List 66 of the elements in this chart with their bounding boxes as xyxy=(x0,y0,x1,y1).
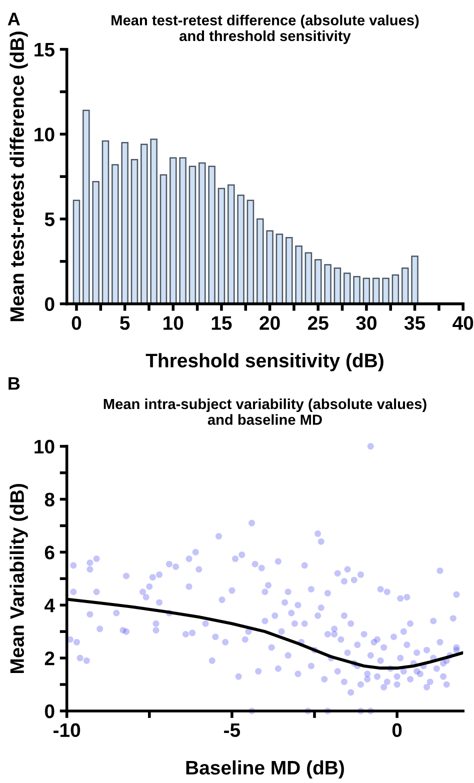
bar xyxy=(198,162,206,304)
bar xyxy=(324,264,332,304)
x-tick-label: 0 xyxy=(72,316,82,330)
bar xyxy=(72,200,80,304)
y-tick-label: 6 xyxy=(44,546,54,560)
bar xyxy=(218,188,226,304)
bar xyxy=(401,268,409,304)
bar xyxy=(92,181,100,304)
bar xyxy=(372,278,380,304)
bar xyxy=(150,138,158,304)
bar xyxy=(382,278,390,304)
bar xyxy=(102,140,110,304)
bar xyxy=(304,252,312,304)
bar xyxy=(82,110,90,304)
x-tick-label: 40 xyxy=(452,316,474,330)
x-tick-label: -5 xyxy=(224,723,240,738)
y-tick-label: 10 xyxy=(34,440,54,454)
x-axis-title: Baseline MD (dB) xyxy=(186,760,344,778)
y-axis-title: Mean test-retest difference (dB) xyxy=(10,32,28,322)
x-axis-title: Threshold sensitivity (dB) xyxy=(146,353,384,372)
bar xyxy=(392,274,400,304)
bar xyxy=(179,157,186,304)
y-tick-label: 8 xyxy=(44,492,54,506)
chart-title: Mean test-retest difference (absolute values) and threshold sensitivity xyxy=(112,14,419,44)
bar xyxy=(256,218,264,304)
bar xyxy=(353,276,360,304)
x-tick-label: 25 xyxy=(308,316,328,330)
bar xyxy=(140,144,148,304)
bar xyxy=(160,174,168,304)
bar xyxy=(237,194,244,304)
bar xyxy=(276,234,284,304)
y-tick-label: 4 xyxy=(44,598,55,612)
bar xyxy=(334,268,342,304)
y-tick-label: 2 xyxy=(44,652,54,666)
x-tick-label: 15 xyxy=(212,316,232,330)
y-tick-label: 10 xyxy=(34,128,54,142)
bar xyxy=(362,278,370,304)
x-tick-label: 35 xyxy=(404,316,426,330)
bar xyxy=(295,246,302,304)
bar xyxy=(121,142,128,304)
y-tick-label: 5 xyxy=(44,212,54,226)
bar xyxy=(314,259,322,304)
bar xyxy=(188,166,196,304)
x-tick-label: 20 xyxy=(260,316,280,330)
y-tick-label: 0 xyxy=(44,704,54,718)
x-tick-label: -10 xyxy=(54,723,80,738)
x-tick-label: 10 xyxy=(164,316,184,330)
bar xyxy=(411,256,418,304)
bar xyxy=(112,164,119,304)
x-tick-label: 5 xyxy=(120,316,130,330)
bar xyxy=(266,230,274,304)
bar xyxy=(170,157,177,304)
bar xyxy=(228,184,235,304)
bar xyxy=(246,200,254,304)
y-tick-label: 0 xyxy=(44,297,54,312)
chart-title: Mean intra-subject variability (absolute values) and baseline MD xyxy=(104,398,426,425)
y-axis-title: Mean Variability (dB) xyxy=(10,484,28,673)
bar xyxy=(208,166,216,304)
bar xyxy=(343,272,351,304)
text: A xyxy=(8,12,20,26)
y-tick-label: 15 xyxy=(34,42,54,57)
x-tick-label: 0 xyxy=(392,723,402,738)
bar xyxy=(130,158,138,304)
bar xyxy=(286,237,293,304)
text: B xyxy=(8,377,20,390)
x-tick-label: 30 xyxy=(356,316,376,330)
